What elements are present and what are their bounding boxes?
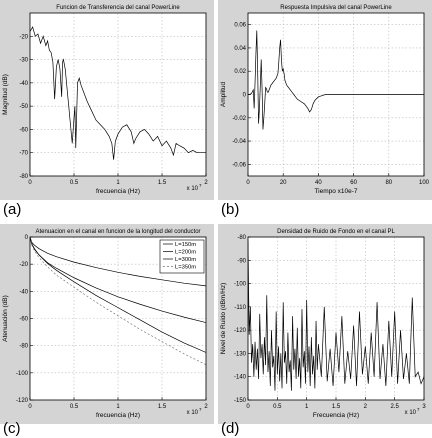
x-tick-label: 2 [364,404,368,410]
series-line-1 [30,237,206,323]
impulse-response-chart: 0 20 40 60 80 100 -0.06 -0.04 -0.02 0 0.02 0.04 0.06… [218,0,432,200]
x-tick-label: 0.5 [70,180,79,186]
y-axis-label: Nivel de Ruido (dBm/Hz) [220,283,227,355]
y-tick-label: -120 [16,398,29,404]
x-tick-label: 1 [305,404,309,410]
legend-box [159,239,205,274]
x-tick-label: 100 [419,180,430,186]
y-axis-label: Amplitud [220,81,227,107]
y-tick-label: -0.04 [232,139,246,145]
y-tick-label: -70 [19,151,28,157]
y-tick-label: -20 [19,262,28,268]
legend-entry: L=150m [175,242,196,248]
panel-impulse-response: 0 20 40 60 80 100 -0.06 -0.04 -0.02 0 0.02 0.04 0.06… [218,0,432,200]
series-line-0 [30,237,206,287]
x-axis-label: frecuencia (Hz) [96,188,140,195]
x-tick-label: 1.5 [158,180,167,186]
legend-entry: L=300m [175,257,196,263]
y-tick-label: -90 [237,258,246,264]
panel-transfer-function: 0 0.5 1 1.5 2 -80 -70 -60 -50 -40 -30 -20 Funcion de… [0,0,214,200]
noise-density-chart: 0 0.5 1 1.5 2 2.5 3 -150 -140 -130 -120 -110 -100 -90… [218,224,432,424]
chart-title: Densidad de Ruido de Fondo en el canal P… [277,229,395,235]
attenuation-chart: 0 0.5 1 1.5 2 -120 -100 -80 -60 -40 -20 0 Atenuacion… [0,224,214,424]
panel-attenuation: 0 0.5 1 1.5 2 -120 -100 -80 -60 -40 -20 0 Atenuacion… [0,224,214,424]
x-tick-label: 0 [246,404,250,410]
y-tick-label: -80 [237,235,246,241]
y-tick-label: -0.02 [232,116,246,122]
chart-title: Atenuacion en el canal en funcion de la … [35,229,200,235]
x-tick-label: 1 [116,180,120,186]
x-tick-label: 40 [315,180,322,186]
y-axis-label: Magnitud (dB) [2,74,9,115]
x-axis-label: Tiempo x10e-7 [314,188,357,195]
x-exponent-power: 7 [199,407,202,412]
series-line-0 [248,241,424,391]
y-tick-label: -80 [19,174,28,180]
chart-title: Funcion de Transferencia del canal Power… [56,5,180,11]
panel-label-d: (d) [221,420,240,437]
x-tick-label: 0 [28,180,32,186]
y-tick-label: 0.06 [234,23,246,29]
y-tick-label: -40 [19,289,28,295]
y-tick-label: -100 [16,371,29,377]
y-tick-label: -40 [19,81,28,87]
grid-lines [247,13,425,176]
x-axis-label: Frecuencia (Hz) [313,412,359,419]
x-tick-label: 20 [280,180,287,186]
y-axis-label: Atenuación (dB) [2,295,9,342]
x-tick-label: 0 [28,404,32,410]
x-tick-label: 1.5 [158,404,167,410]
chart-title: Respuesta Impulsiva del canal PowerLine [280,5,392,11]
x-tick-label: 2 [204,404,208,410]
series-line-2 [30,237,206,353]
x-tick-label: 2 [204,180,208,186]
y-tick-label: -140 [234,375,247,381]
series-line-3 [30,237,206,365]
x-tick-label: 0.5 [70,404,79,410]
x-exponent-power: 7 [199,183,202,188]
y-tick-label: -110 [234,305,246,311]
x-tick-label: 2.5 [390,404,399,410]
y-tick-label: 0 [25,235,29,241]
y-tick-label: 0 [243,93,247,99]
x-tick-label: 0.5 [273,404,282,410]
x-exponent-label: x 10 [187,186,199,192]
series-line-0 [30,26,206,160]
y-tick-label: 0.04 [234,46,246,52]
series-line-0 [248,30,424,130]
y-tick-label: -150 [234,398,247,404]
x-tick-label: 60 [350,180,357,186]
x-axis-label: frecuencia (Hz) [96,412,140,419]
y-tick-label: -130 [234,351,247,357]
x-tick-label: 80 [385,180,392,186]
y-tick-label: -60 [19,127,28,133]
y-tick-label: -60 [19,317,28,323]
panel-noise-density: 0 0.5 1 1.5 2 2.5 3 -150 -140 -130 -120 -110 -100 -90… [218,224,432,424]
x-exponent-label: x 10 [405,410,417,416]
legend-entry: L=350m [175,265,196,271]
panel-label-c: (c) [3,420,21,437]
x-tick-label: 3 [422,404,426,410]
legend-entry: L=200m [175,250,196,256]
panel-label-b: (b) [221,201,240,218]
y-tick-label: -20 [19,34,28,40]
y-tick-label: -80 [19,344,28,350]
y-tick-label: -100 [234,282,247,288]
x-tick-label: 1.5 [332,404,341,410]
x-exponent-label: x 10 [187,410,199,416]
y-tick-label: -30 [19,58,28,64]
transfer-function-chart: 0 0.5 1 1.5 2 -80 -70 -60 -50 -40 -30 -20 Funcion de… [0,0,214,200]
y-tick-label: -0.06 [232,162,246,168]
x-tick-label: 0 [246,180,250,186]
panel-label-a: (a) [3,201,22,218]
y-tick-label: -120 [234,328,247,334]
x-exponent-power: 7 [417,407,420,412]
x-tick-label: 1 [116,404,120,410]
y-tick-label: 0.02 [234,69,246,75]
y-tick-label: -50 [19,104,28,110]
